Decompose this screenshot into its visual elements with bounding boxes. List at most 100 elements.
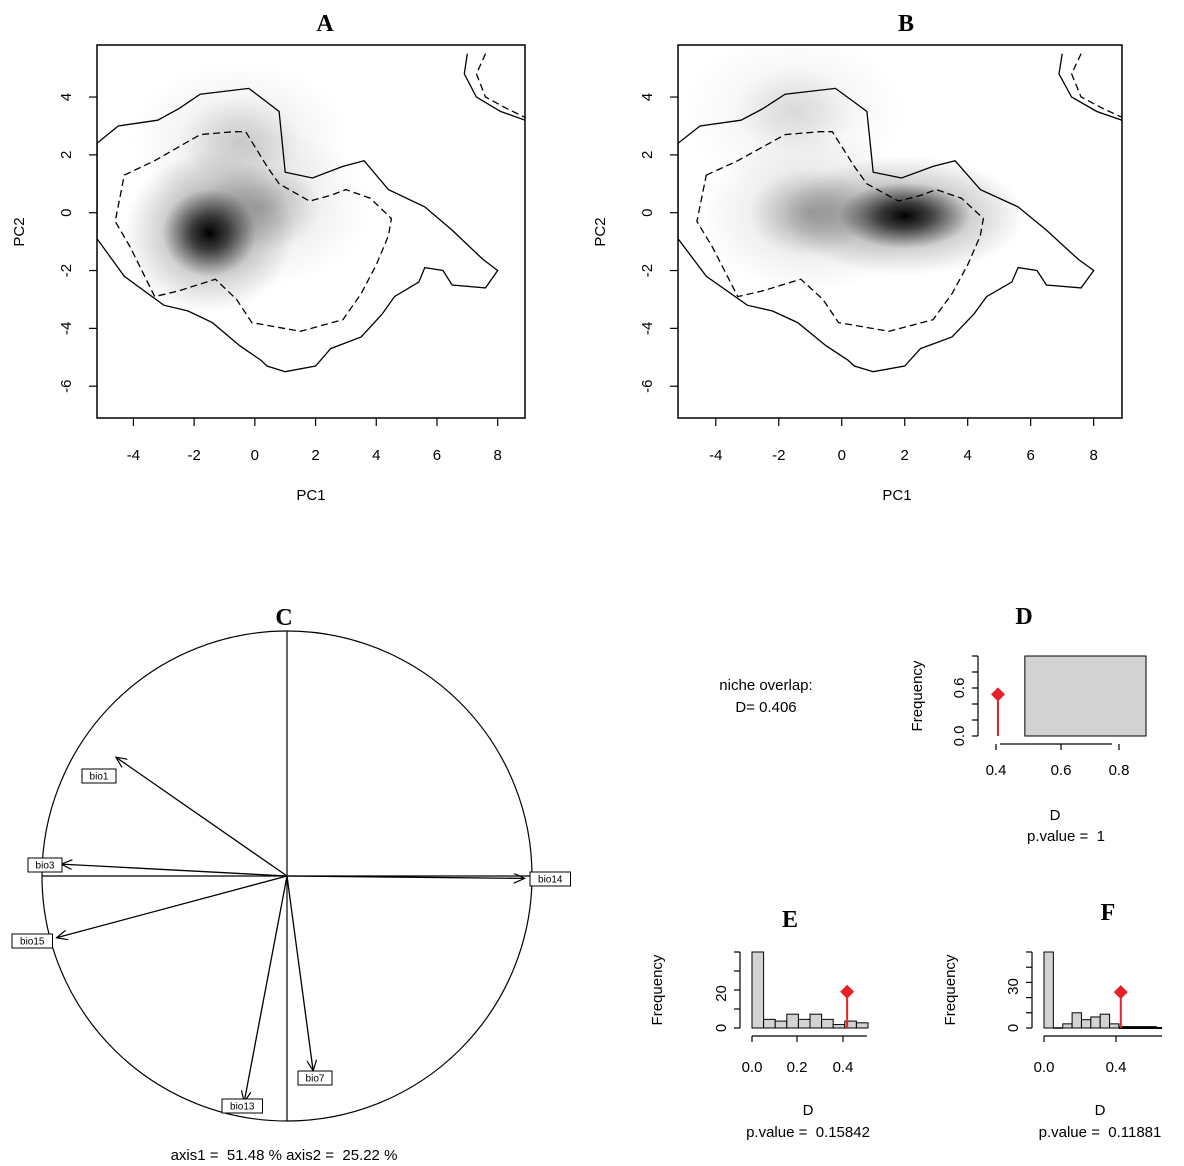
- solid-contour-line: [463, 53, 525, 121]
- niche-overlap-label: niche overlap:: [719, 677, 812, 694]
- histogram-bar: [763, 1018, 776, 1029]
- observed-value-marker: [840, 984, 855, 999]
- histogram-x-tick-label: 0.4: [986, 762, 1007, 779]
- histogram-bar: [1099, 1013, 1111, 1029]
- panel-d-pvalue: p.value = 1: [1027, 828, 1105, 845]
- vector-arrow-bio7: [286, 875, 313, 1071]
- x-tick-label: 4: [964, 447, 972, 464]
- vector-label-bio7: bio7: [306, 1074, 325, 1085]
- histogram-bar: [1071, 1012, 1082, 1029]
- histogram-y-tick-label: 0.6: [951, 678, 968, 699]
- histogram-x-tick-label: 0.2: [787, 1059, 808, 1076]
- x-tick-label: -2: [772, 447, 785, 464]
- panel-e-y-axis-label: Frequency: [649, 954, 666, 1025]
- y-tick-label: 2: [639, 151, 656, 159]
- observed-value-marker: [1113, 985, 1128, 1000]
- histogram-y-tick-label: 0.0: [951, 726, 968, 747]
- panel-b-title: B: [898, 11, 914, 37]
- density-peak: [129, 60, 350, 221]
- vector-label-bio15: bio15: [20, 937, 45, 948]
- histogram-bar: [821, 1018, 834, 1029]
- panel-f-pvalue: p.value = 0.11881: [1039, 1124, 1162, 1141]
- x-tick-label: 6: [1027, 447, 1035, 464]
- vector-label-box-bio13: [221, 1098, 263, 1114]
- panel-b-density-layer: [684, 45, 1025, 293]
- panel-a-density-plot: A -4 -2 0 2 4 6 8 -6 -4 -2 0 2 4 PC1 PC2: [11, 11, 526, 504]
- histogram-x-tick-label: 0.4: [833, 1059, 854, 1076]
- panel-b-x-axis-label: PC1: [882, 487, 911, 504]
- panel-f-y-axis-label: Frequency: [942, 954, 959, 1025]
- panel-a-plot-frame: [96, 44, 526, 419]
- y-tick-label: -2: [58, 264, 75, 277]
- x-tick-label: 6: [433, 447, 441, 464]
- panel-b-y-axis: -6 -4 -2 0 2 4: [639, 93, 678, 393]
- y-tick-label: -2: [639, 264, 656, 277]
- y-tick-label: 4: [639, 93, 656, 101]
- histogram-x-tick-label: 0.0: [742, 1059, 763, 1076]
- x-tick-label: 0: [838, 447, 846, 464]
- x-tick-label: 8: [494, 447, 502, 464]
- histogram-bar: [1109, 1023, 1120, 1029]
- solid-contour-line: [678, 87, 1095, 373]
- histogram-x-tick-label: 0.0: [1034, 1059, 1055, 1076]
- panel-b-y-axis-label: PC2: [592, 217, 609, 246]
- panel-e-pvalue: p.value = 0.15842: [746, 1124, 870, 1141]
- vector-label-box-bio14: [529, 871, 571, 887]
- histogram-y-tick-label: 0: [1005, 1024, 1022, 1032]
- histogram-bar: [751, 951, 765, 1029]
- vector-label-box-bio7: [297, 1070, 333, 1086]
- panel-c-axis-inertia-caption: axis1 = 51.48 % axis2 = 25.22 %: [171, 1147, 398, 1164]
- histogram-x-tick-label: 0.4: [1106, 1059, 1127, 1076]
- panel-a-density-layer: [124, 60, 371, 313]
- y-tick-label: -4: [639, 322, 656, 335]
- x-tick-label: 4: [372, 447, 380, 464]
- y-tick-label: 0: [639, 209, 656, 217]
- panel-a-x-axis-label: PC1: [296, 487, 325, 504]
- vector-arrow-bio3: [61, 864, 288, 877]
- vector-label-bio13: bio13: [230, 1102, 255, 1113]
- y-tick-label: 2: [58, 151, 75, 159]
- histogram-y-tick-label: 30: [1005, 978, 1022, 995]
- panel-c-title: C: [275, 605, 292, 631]
- x-tick-label: 0: [251, 447, 259, 464]
- niche-overlap-value: D= 0.406: [735, 699, 796, 716]
- x-tick-label: -4: [709, 447, 722, 464]
- histogram-bar: [1062, 1023, 1073, 1029]
- y-tick-label: -4: [58, 322, 75, 335]
- panel-d-x-axis-label: D: [1050, 807, 1061, 824]
- histogram-bar: [1080, 1019, 1092, 1029]
- histogram-bar: [855, 1022, 869, 1029]
- histogram-bar: [774, 1020, 788, 1029]
- density-peak: [684, 45, 905, 192]
- vector-label-bio3: bio3: [36, 861, 55, 872]
- histogram-bar: [786, 1013, 799, 1029]
- y-tick-label: -6: [58, 380, 75, 393]
- y-tick-label: -6: [639, 380, 656, 393]
- histogram-bar: [797, 1018, 811, 1029]
- panel-a-title: A: [316, 11, 334, 37]
- dashed-contour-line: [475, 53, 525, 118]
- histogram-y-tick-label: 0: [713, 1024, 730, 1032]
- vector-label-box-bio3: [27, 857, 63, 873]
- panel-a-y-axis-label: PC2: [11, 217, 28, 246]
- vector-label-box-bio1: [81, 768, 117, 784]
- panel-a-contours: [97, 53, 525, 373]
- histogram-bar: [809, 1013, 823, 1029]
- histogram-x-tick-label: 0.6: [1051, 762, 1072, 779]
- histogram-bar: [832, 1024, 846, 1029]
- x-tick-label: -4: [127, 447, 140, 464]
- x-tick-label: -2: [187, 447, 200, 464]
- panel-d-histogram: D 0.4 0.6 0.8 0.0 0.6 Frequency D p.value = …: [909, 604, 1147, 845]
- panel-a-x-axis: -4 -2 0 2 4 6 8: [127, 418, 502, 464]
- vector-arrow-bio14: [286, 876, 525, 878]
- histogram-bar: [1024, 655, 1147, 737]
- dashed-contour-line: [696, 131, 985, 332]
- panel-e-histogram: E 0.0 0.2 0.4 0 20 Frequency D p.value = 0.1…: [649, 907, 870, 1141]
- vector-arrow-bio15: [56, 875, 288, 938]
- panel-f-histogram: F 0.0 0.4 0 30 Frequency D p.value = 0.1188…: [942, 900, 1162, 1141]
- dashed-contour-line: [1070, 53, 1122, 118]
- observed-value-marker: [991, 687, 1005, 702]
- panel-a-y-axis: -6 -4 -2 0 2 4: [58, 93, 97, 393]
- solid-contour-line: [1058, 53, 1122, 121]
- vector-arrow-bio1: [116, 757, 288, 877]
